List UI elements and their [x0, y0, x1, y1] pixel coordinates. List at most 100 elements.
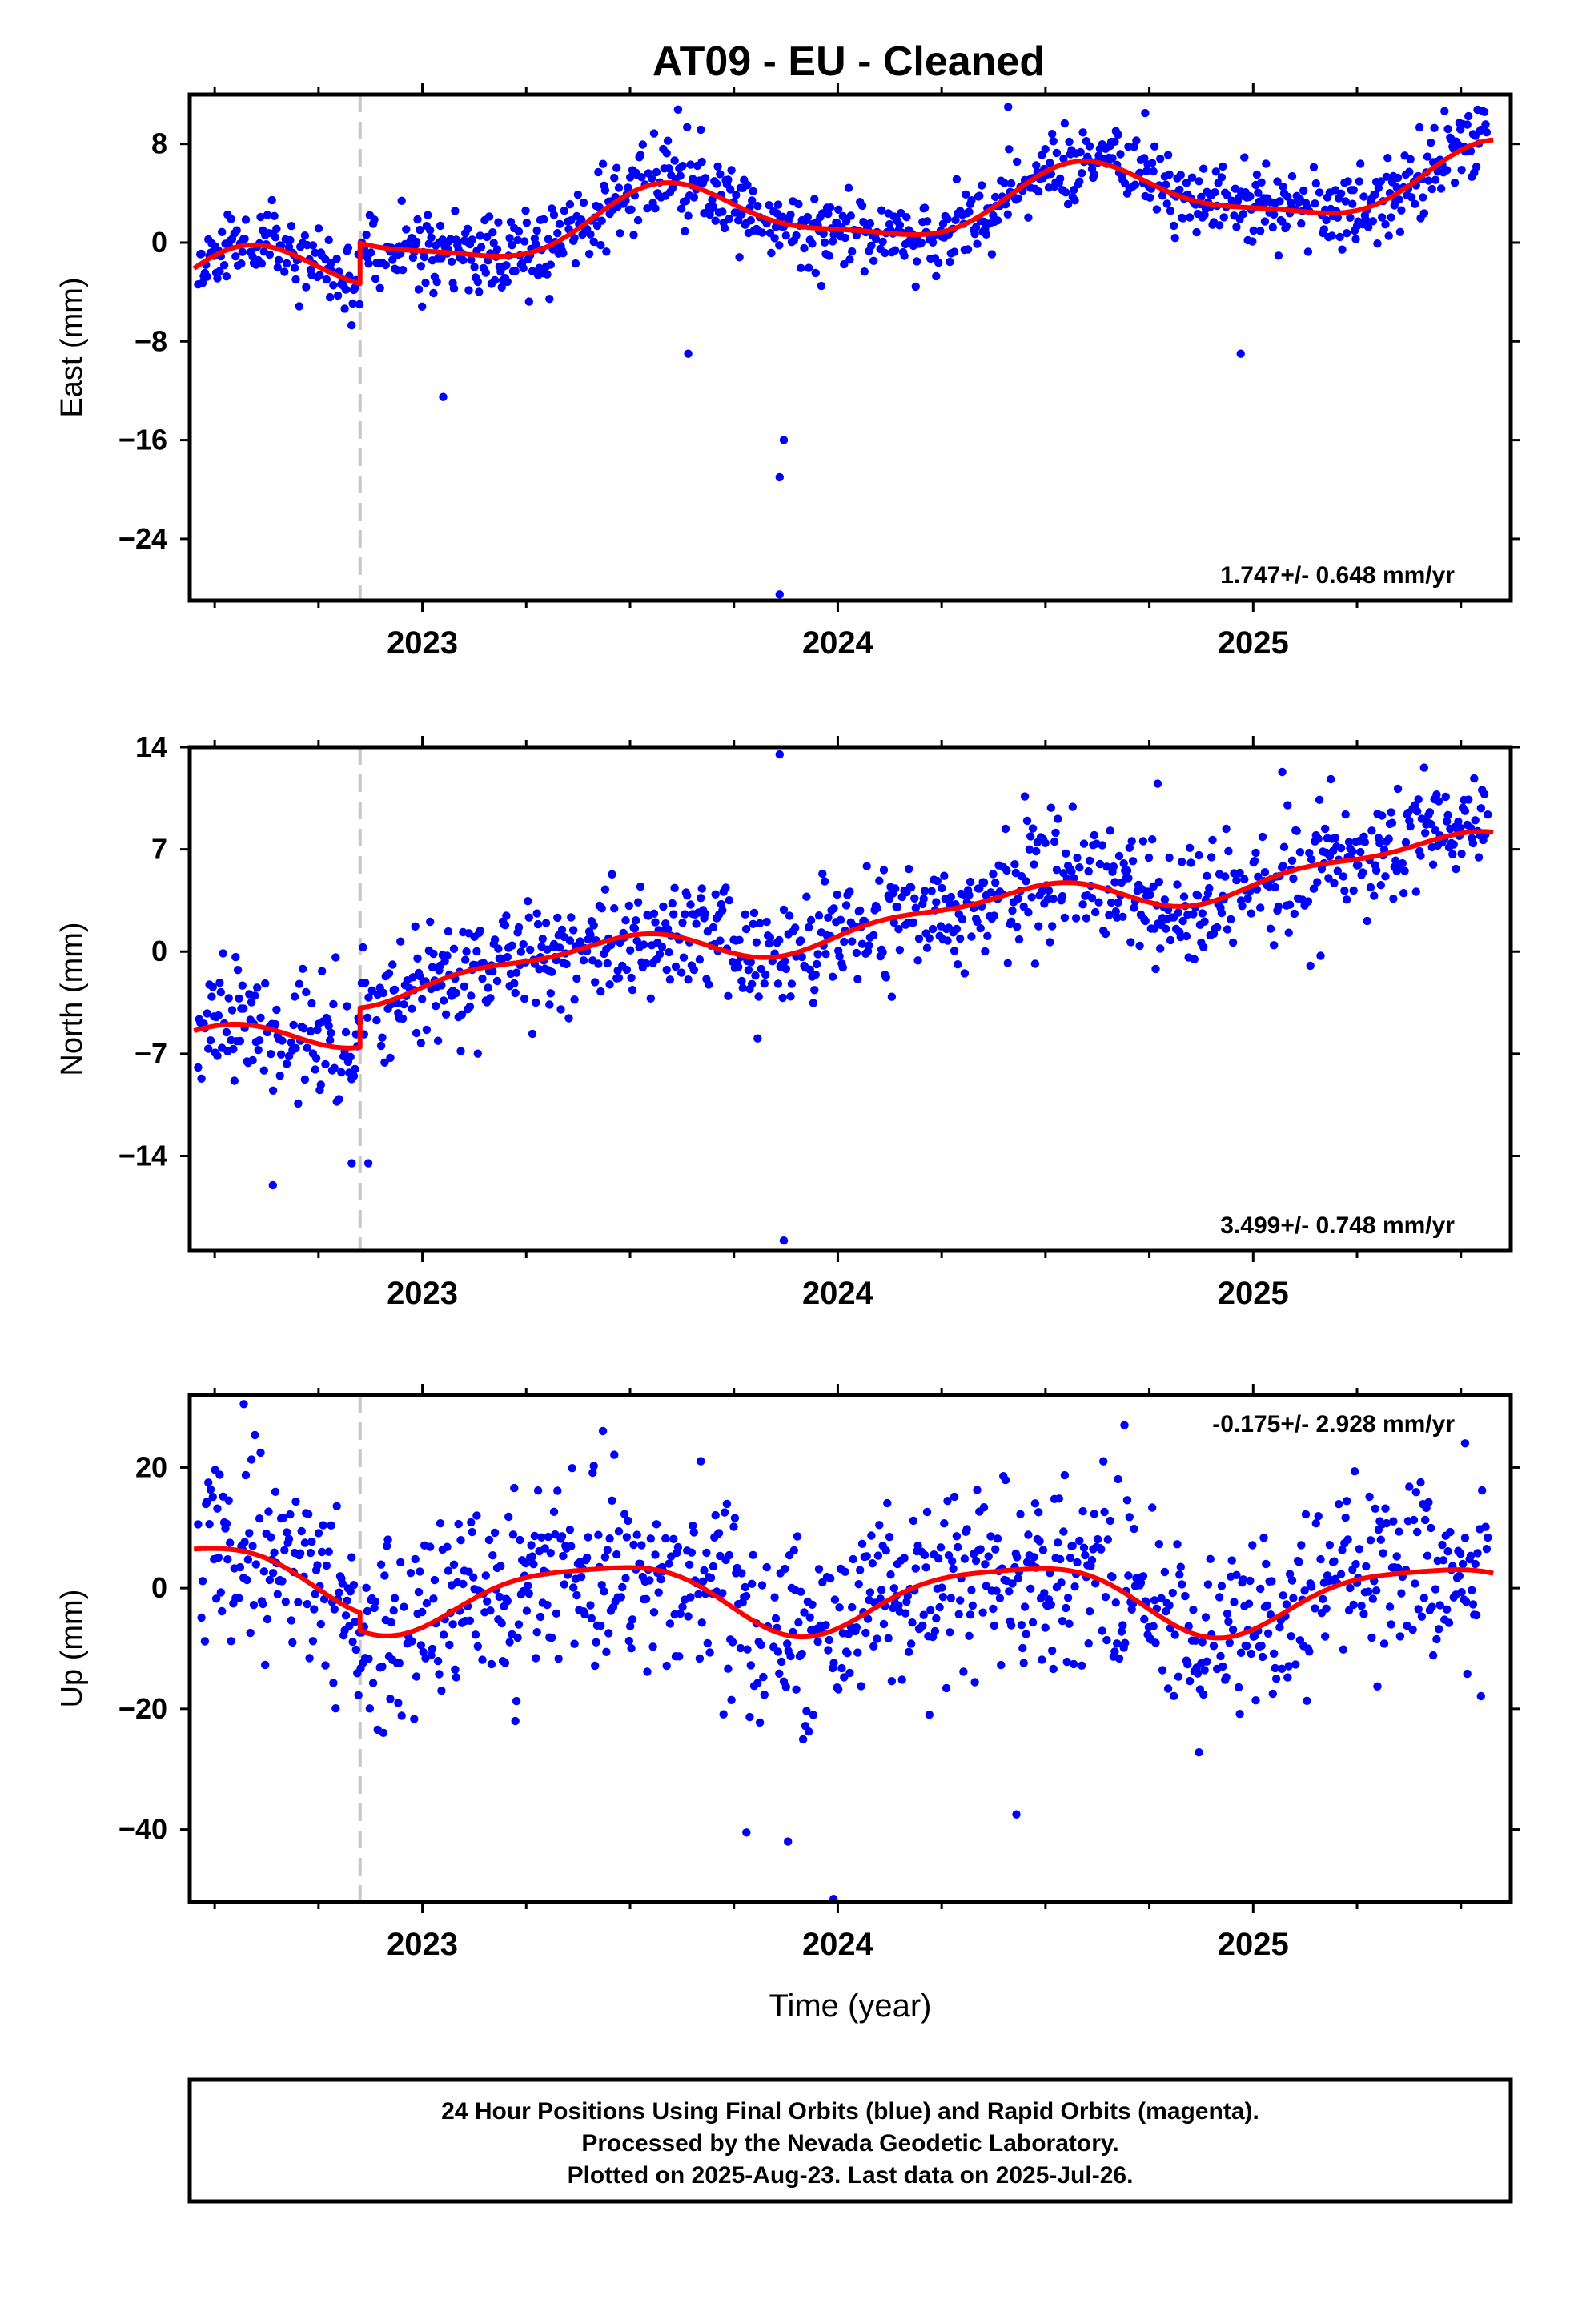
position-point: [1095, 859, 1105, 869]
position-point: [824, 209, 833, 219]
position-point: [1371, 1504, 1379, 1514]
position-point: [1417, 1612, 1427, 1621]
y-tick-label: 0: [151, 935, 167, 967]
position-point: [426, 1542, 435, 1551]
position-point: [268, 1569, 278, 1578]
position-point: [1060, 119, 1070, 128]
position-point: [397, 196, 406, 205]
position-point: [540, 215, 548, 224]
position-point: [308, 1637, 318, 1646]
position-point: [492, 976, 502, 986]
position-point: [694, 1590, 703, 1599]
data-points: [194, 1400, 1492, 1902]
position-point: [253, 983, 262, 992]
position-point: [1185, 213, 1195, 222]
position-point: [283, 1528, 291, 1537]
position-point: [1295, 848, 1305, 857]
position-point: [626, 173, 635, 182]
position-point: [889, 918, 899, 927]
position-point: [1130, 180, 1140, 189]
position-point: [554, 1655, 563, 1663]
position-point: [555, 219, 564, 228]
position-point: [1186, 858, 1195, 867]
position-point: [1114, 1474, 1122, 1484]
position-point: [256, 1448, 265, 1458]
position-point: [1343, 1535, 1352, 1544]
position-point: [716, 936, 725, 945]
position-point: [932, 898, 941, 907]
position-point: [818, 869, 827, 879]
position-point: [748, 979, 757, 989]
position-point: [544, 235, 553, 243]
position-point: [227, 215, 235, 223]
position-point: [1421, 1515, 1430, 1525]
position-point: [1178, 916, 1187, 926]
position-point: [424, 239, 433, 248]
position-point: [853, 975, 862, 983]
y-tick-label: −24: [118, 522, 167, 555]
position-point: [1285, 1570, 1295, 1578]
position-point: [871, 235, 881, 243]
position-point: [1283, 192, 1292, 201]
position-point: [1038, 1546, 1048, 1554]
position-point: [215, 1470, 224, 1479]
position-point: [1421, 829, 1430, 838]
position-point: [1376, 177, 1386, 186]
position-point: [868, 1559, 877, 1568]
position-point: [1350, 1467, 1359, 1476]
position-point: [798, 1735, 808, 1744]
position-point: [786, 992, 795, 1001]
position-point: [1078, 169, 1086, 178]
position-point: [720, 1508, 729, 1517]
position-point: [627, 973, 636, 983]
position-point: [437, 1687, 446, 1695]
position-point: [781, 1683, 790, 1691]
position-point: [603, 959, 612, 968]
position-point: [468, 235, 476, 244]
position-point: [572, 1590, 581, 1600]
position-point: [1166, 207, 1175, 215]
position-point: [730, 1514, 740, 1522]
position-point: [737, 976, 746, 986]
position-point: [240, 235, 249, 243]
position-point: [805, 1727, 813, 1736]
position-point: [1041, 145, 1050, 154]
position-point: [280, 1546, 289, 1554]
position-point: [1266, 1610, 1275, 1619]
position-point: [825, 1635, 834, 1645]
position-point: [783, 1639, 792, 1648]
position-point: [1423, 152, 1432, 161]
position-point: [1122, 866, 1132, 875]
position-point: [324, 1547, 333, 1556]
position-point: [1111, 1598, 1121, 1607]
position-point: [1144, 853, 1154, 862]
position-point: [1201, 1613, 1211, 1622]
position-point: [243, 1555, 253, 1564]
position-point: [1174, 1672, 1183, 1681]
position-point: [745, 1712, 754, 1722]
position-point: [290, 263, 299, 272]
position-point: [1235, 1683, 1243, 1692]
position-point: [727, 166, 736, 175]
position-point: [1457, 850, 1466, 858]
position-point: [906, 883, 916, 892]
position-point: [422, 1598, 432, 1608]
position-point: [943, 215, 952, 223]
position-point: [1038, 1655, 1046, 1664]
position-point: [510, 979, 519, 988]
position-point: [314, 1529, 323, 1538]
position-point: [213, 274, 222, 283]
position-point: [922, 1507, 932, 1517]
position-point: [643, 1667, 652, 1676]
position-point: [1406, 822, 1415, 831]
position-point: [873, 903, 881, 913]
position-point: [873, 1634, 881, 1643]
position-point: [920, 203, 930, 212]
position-point: [922, 217, 932, 226]
position-point: [1101, 1593, 1110, 1602]
position-point: [1182, 931, 1191, 941]
position-point: [1034, 187, 1043, 196]
position-point: [1435, 797, 1443, 806]
position-point: [1106, 1516, 1114, 1526]
position-point: [1006, 1621, 1016, 1630]
